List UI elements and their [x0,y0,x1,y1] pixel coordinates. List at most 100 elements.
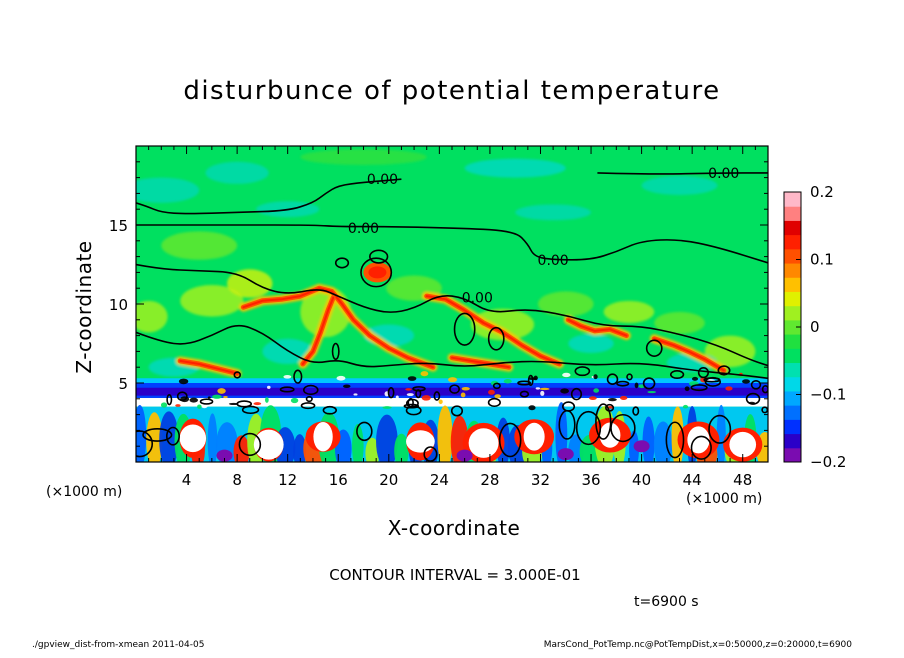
x-tick-label: 40 [632,471,651,489]
zero-contour-loop [412,386,426,392]
colorbar-tick-label: 0.2 [810,183,834,201]
colorbar-swatch [784,206,801,221]
zero-contour-loop [708,414,732,444]
zero-contour-loop [665,421,685,459]
zero-contour-loop [761,406,768,414]
y-tick-label: 10 [109,296,128,314]
zero-contours [136,172,768,462]
zero-contour-loop [761,384,768,394]
x-unit-label-right: (×1000 m) [686,491,763,507]
zero-contour-loop [302,384,319,396]
zero-contour-loop [433,391,441,401]
zero-contour-loop [360,257,393,288]
x-axis-label: X-coordinate [387,516,521,540]
colorbar: 0.2 0.1 0 −0.1 −0.2 [783,183,846,471]
zero-contour-loop [487,326,505,351]
colorbar-swatch [784,405,801,420]
zero-contour-loop [632,406,640,416]
zero-contour-loop [305,395,313,403]
zero-contour-loop [241,405,260,415]
x-tick-label: 44 [683,471,702,489]
zero-contour-loop [238,432,262,457]
x-tick-label: 48 [733,471,752,489]
zero-contour-loop [331,342,340,361]
zero-contour-loop [570,387,583,401]
zero-contour-loop [300,402,316,410]
colorbar-swatch [784,390,801,406]
zero-contour-loop [527,374,534,386]
contour-label: 0.00 [462,291,493,307]
zero-contour-loop [403,403,420,409]
zero-contour-loop [606,373,619,385]
colorbar-swatch [784,419,801,435]
zero-contour-loop [492,382,501,390]
x-tick-label: 32 [531,471,550,489]
x-tick-label: 24 [430,471,449,489]
zero-contour-loop [166,394,173,406]
zero-contour-line [136,263,768,367]
zero-contour-loop [142,427,173,442]
zero-contour-loop [690,435,712,460]
colorbar-swatch [784,277,801,292]
zero-contour-loop [519,390,530,398]
colorbar-swatch [784,234,801,250]
zero-contour-loop [717,365,731,376]
footer-right: MarsCond_PotTemp.nc@PotTempDist,x=0:5000… [543,640,852,650]
zero-contour-loop [387,386,395,399]
x-tick-label: 28 [480,471,499,489]
colorbar-tick-label: −0.2 [810,453,846,471]
zero-contour-loop [487,397,501,408]
zero-contour-loop [356,421,373,442]
x-tick-label: 16 [329,471,348,489]
x-tick-label: 4 [182,471,192,489]
colorbar-swatch [784,192,801,207]
x-tick-label: 36 [581,471,600,489]
zero-contour-line [136,324,768,380]
zero-contour-line [597,172,768,175]
colorbar-swatch [784,305,801,321]
chart-title: disturbunce of potential temperature [183,76,721,106]
zero-contour-loop [626,373,633,381]
zero-contour-loop [449,384,460,394]
zero-contour-loop [750,379,762,390]
zero-contour-loop [279,386,295,393]
colorbar-tick-label: 0 [810,318,820,336]
footer-left: ./gpview_dist-from-xmean 2011-04-05 [32,640,205,650]
contour-label: 0.00 [367,172,398,188]
colorbar-swatch [784,433,801,449]
zero-contour-loop [574,366,591,377]
zero-contour-loop [369,249,389,264]
colorbar-tick-label: 0.1 [810,251,834,269]
y-tick-label: 15 [109,217,128,235]
colorbar-swatch [784,220,801,236]
zero-contour-loop [334,257,350,269]
colorbar-swatch [784,334,801,349]
contour-label: 0.00 [708,166,739,182]
zero-contour-loop [558,409,576,440]
zero-contour-loop [690,384,708,392]
colorbar-swatch [784,291,801,307]
zero-contour-loop [176,391,188,402]
x-tick-label: 20 [379,471,398,489]
zero-contour-loop [136,430,154,458]
zero-contour-loop [450,405,464,417]
zero-contour-line [136,224,768,264]
zero-contour-loop [745,392,761,405]
zero-contour-loop [423,446,438,462]
x-tick-label: 8 [232,471,242,489]
zero-contour-loop [575,410,602,446]
field-layer [136,146,768,462]
zero-contour-loop [669,370,685,380]
contour-label: 0.00 [348,221,379,237]
x-tick-label: 12 [278,471,297,489]
colorbar-tick-label: −0.1 [810,386,846,404]
colorbar-swatch [784,376,801,392]
plot-area: 0.00 0.00 0.00 0.00 0.00 [136,146,768,462]
zero-contour-loop [405,405,422,416]
colorbar-swatch [784,447,801,463]
zero-contour-loop [293,369,303,384]
zero-contour-loop [645,339,663,357]
